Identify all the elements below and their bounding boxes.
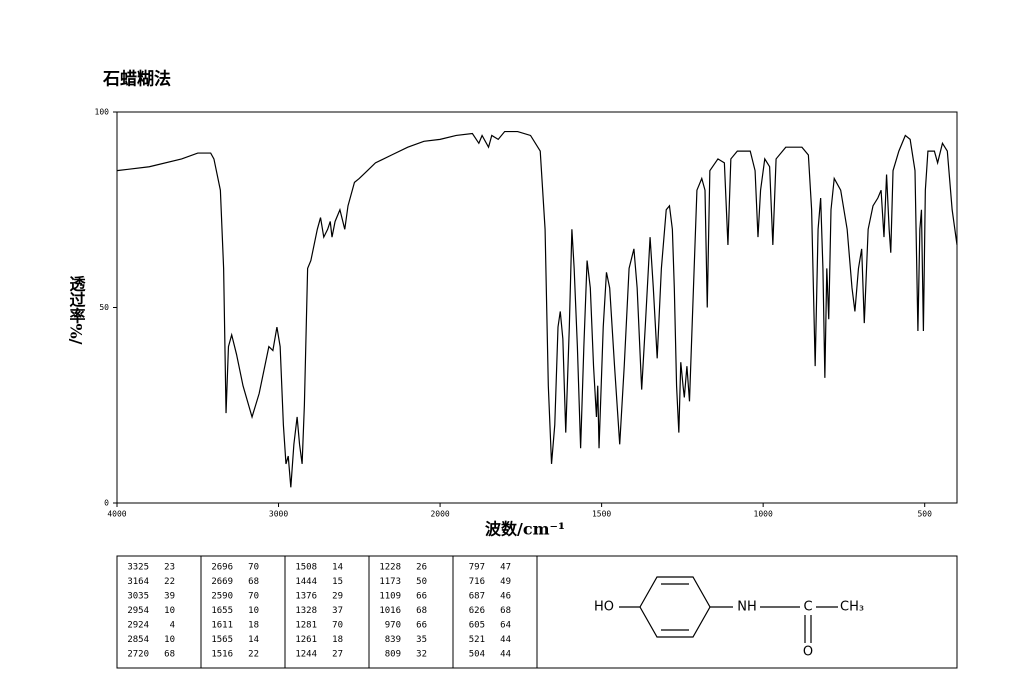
peak-transmittance: 70 (248, 563, 259, 573)
peak-wavenumber: 2696 (211, 563, 233, 573)
peak-wavenumber: 2669 (211, 577, 233, 587)
plot-frame (116, 111, 958, 504)
x-tick-label: 1500 (592, 510, 611, 519)
peak-wavenumber: 2854 (127, 635, 149, 645)
peak-wavenumber: 716 (469, 577, 485, 587)
peak-transmittance: 18 (332, 635, 343, 645)
peak-transmittance: 49 (500, 577, 511, 587)
peak-transmittance: 68 (248, 577, 259, 587)
peak-transmittance: 39 (164, 592, 175, 602)
peak-wavenumber: 1173 (379, 577, 401, 587)
peak-wavenumber: 839 (385, 635, 401, 645)
peak-wavenumber: 3164 (127, 577, 149, 587)
peak-transmittance: 15 (332, 577, 343, 587)
peak-transmittance: 47 (500, 563, 511, 573)
peak-wavenumber: 2924 (127, 621, 149, 631)
peak-wavenumber: 1376 (295, 592, 317, 602)
y-tick-label: 100 (95, 108, 110, 117)
peak-transmittance: 50 (416, 577, 427, 587)
peak-transmittance: 66 (416, 621, 427, 631)
structure (619, 576, 838, 643)
peak-transmittance: 14 (248, 635, 259, 645)
peak-wavenumber: 809 (385, 650, 401, 660)
peak-wavenumber: 3035 (127, 592, 149, 602)
peak-wavenumber: 970 (385, 621, 401, 631)
peak-wavenumber: 1565 (211, 635, 233, 645)
peak-wavenumber: 1016 (379, 606, 401, 616)
atom-label: CH₃ (840, 600, 864, 615)
peak-transmittance: 66 (416, 592, 427, 602)
peak-wavenumber: 2720 (127, 650, 149, 660)
peak-wavenumber: 2590 (211, 592, 233, 602)
peak-transmittance: 68 (416, 606, 427, 616)
peak-wavenumber: 504 (469, 650, 485, 660)
atom-label: O (803, 645, 813, 660)
peak-wavenumber: 1244 (295, 650, 317, 660)
peak-transmittance: 29 (332, 592, 343, 602)
spectrum-line (116, 130, 958, 488)
peak-wavenumber: 1261 (295, 635, 317, 645)
peak-transmittance: 44 (500, 650, 511, 660)
peak-transmittance: 44 (500, 635, 511, 645)
x-tick-label: 3000 (269, 510, 288, 519)
peak-transmittance: 18 (248, 621, 259, 631)
peak-transmittance: 10 (164, 635, 175, 645)
peak-wavenumber: 1109 (379, 592, 401, 602)
peak-wavenumber: 1516 (211, 650, 233, 660)
peak-transmittance: 10 (248, 606, 259, 616)
peak-transmittance: 70 (248, 592, 259, 602)
peak-wavenumber: 2954 (127, 606, 149, 616)
atom-label: C (803, 600, 812, 615)
peak-wavenumber: 1611 (211, 621, 233, 631)
peak-transmittance: 68 (164, 650, 175, 660)
x-tick-label: 4000 (107, 510, 126, 519)
y-tick-label: 0 (104, 499, 109, 508)
peak-transmittance: 70 (332, 621, 343, 631)
peak-transmittance: 32 (416, 650, 427, 660)
peak-transmittance: 23 (164, 563, 175, 573)
atom-label: HO (594, 600, 614, 615)
peak-wavenumber: 1228 (379, 563, 401, 573)
peak-wavenumber: 1508 (295, 563, 317, 573)
peak-transmittance: 22 (164, 577, 175, 587)
peak-transmittance: 26 (416, 563, 427, 573)
peak-wavenumber: 797 (469, 563, 485, 573)
peak-wavenumber: 687 (469, 592, 485, 602)
benzene-ring (639, 576, 711, 638)
peak-transmittance: 68 (500, 606, 511, 616)
peak-wavenumber: 605 (469, 621, 485, 631)
peak-wavenumber: 626 (469, 606, 485, 616)
peak-transmittance: 27 (332, 650, 343, 660)
peak-wavenumber: 3325 (127, 563, 149, 573)
x-tick-label: 2000 (430, 510, 449, 519)
peak-table: 3325 23 3164 22 3035 39 2954 10 2924 4 2854 10 2720 6… (127, 556, 538, 668)
x-tick-label: 1000 (754, 510, 773, 519)
peak-transmittance: 22 (248, 650, 259, 660)
peak-wavenumber: 1444 (295, 577, 317, 587)
y-tick-label: 50 (99, 303, 109, 312)
peak-transmittance: 64 (500, 621, 511, 631)
x-axis-label: 波数/cm⁻¹ (485, 520, 565, 539)
peak-wavenumber: 1328 (295, 606, 317, 616)
peak-transmittance: 35 (416, 635, 427, 645)
atom-label: NH (737, 600, 757, 615)
peak-wavenumber: 521 (469, 635, 485, 645)
peak-transmittance: 10 (164, 606, 175, 616)
peak-transmittance: 4 (170, 621, 175, 631)
y-axis-label: 透过率%/ (67, 275, 86, 344)
peak-transmittance: 37 (332, 606, 343, 616)
peak-transmittance: 14 (332, 563, 343, 573)
peak-wavenumber: 1281 (295, 621, 317, 631)
peak-wavenumber: 1655 (211, 606, 233, 616)
x-tick-label: 500 (917, 510, 932, 519)
chart-title: 石蜡糊法 (102, 69, 171, 90)
peak-transmittance: 46 (500, 592, 511, 602)
